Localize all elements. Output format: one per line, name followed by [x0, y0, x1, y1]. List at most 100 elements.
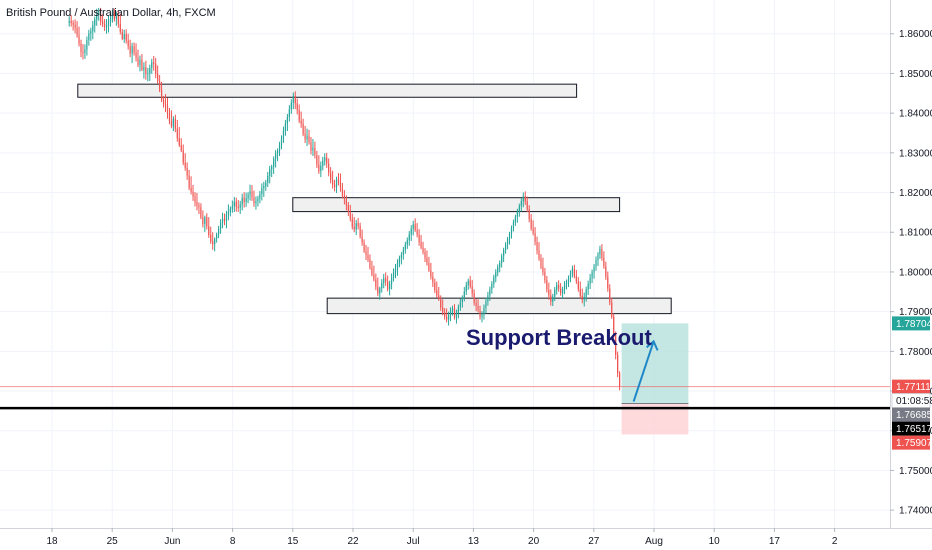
candle-body	[569, 273, 572, 279]
candle-body	[331, 180, 334, 185]
candle	[410, 225, 412, 241]
candle	[288, 105, 290, 122]
candle-body	[217, 228, 220, 235]
position-target-zone[interactable]	[621, 323, 689, 404]
x-tick-label: 13	[468, 536, 480, 547]
candle-body	[512, 222, 515, 228]
candle-body	[153, 62, 155, 64]
candle-body	[589, 277, 591, 284]
candle-body	[430, 270, 432, 277]
candle-body	[123, 34, 125, 39]
x-tick-label: 25	[107, 536, 119, 547]
candle	[178, 127, 180, 147]
candle-body	[88, 33, 90, 41]
candle-body	[367, 254, 369, 260]
candle	[349, 204, 351, 222]
candle-body	[208, 226, 210, 236]
candle	[514, 214, 517, 226]
candle	[438, 287, 440, 301]
candle	[495, 269, 497, 283]
candle-body	[109, 19, 112, 22]
candle-body	[510, 227, 513, 234]
candle-body	[420, 242, 422, 248]
candle	[245, 192, 247, 207]
candle-body	[339, 182, 342, 189]
candle-body	[284, 123, 287, 132]
candle-body	[426, 258, 428, 264]
candle-body	[618, 373, 621, 387]
candle	[121, 28, 123, 41]
candle	[119, 13, 121, 35]
lines-layer	[0, 386, 890, 410]
candle	[249, 184, 251, 201]
candle-body	[170, 121, 173, 127]
candle-body	[369, 259, 371, 268]
candle	[125, 29, 127, 44]
sr-zone[interactable]	[292, 197, 621, 213]
candle	[607, 271, 609, 292]
candle-body	[141, 59, 143, 70]
y-tick-label: 1.84000	[899, 109, 932, 120]
x-tick-label: Jul	[407, 536, 420, 547]
candle	[86, 36, 88, 56]
candle	[192, 184, 194, 201]
x-tick-label: 10	[709, 536, 721, 547]
candle	[408, 231, 410, 246]
candle	[188, 169, 190, 191]
candle	[418, 229, 420, 246]
price-tag-label: 1.75907	[896, 438, 932, 449]
candle	[589, 273, 591, 290]
candle-body	[117, 15, 119, 24]
candle-body	[349, 211, 351, 220]
candle	[78, 26, 80, 47]
candle-body	[105, 26, 108, 28]
candle-body	[591, 272, 593, 278]
sr-zone[interactable]	[77, 83, 578, 98]
candle-body	[497, 267, 499, 273]
candle-body	[330, 172, 332, 181]
candle	[70, 15, 72, 27]
y-tick-label: 1.78000	[899, 347, 932, 358]
candle-body	[489, 289, 491, 296]
candle-body	[276, 150, 279, 154]
candle-body	[518, 206, 520, 212]
candle	[534, 227, 536, 246]
candle	[524, 191, 526, 205]
candle	[176, 119, 178, 142]
candle-body	[274, 153, 277, 159]
candle-body	[304, 133, 306, 140]
candle	[282, 126, 285, 143]
candle-body	[383, 278, 385, 284]
candle	[170, 110, 173, 129]
candle-body	[583, 296, 585, 300]
candle	[347, 202, 349, 216]
candle	[404, 241, 406, 254]
candle	[379, 286, 381, 300]
candle-body	[157, 73, 159, 82]
candle	[308, 129, 310, 145]
candle	[383, 273, 385, 289]
candle	[504, 242, 507, 254]
candle-body	[159, 81, 161, 90]
time-axis[interactable]: 18 25 Jun 8 15 22 Jul 13 20 27 Aug 10 17 2	[46, 528, 838, 547]
candle-body	[160, 89, 163, 101]
candle	[475, 298, 477, 312]
candle-body	[491, 283, 493, 290]
candle-body	[151, 62, 153, 68]
candle	[129, 39, 131, 58]
candle-body	[605, 266, 607, 277]
candle-body	[440, 299, 442, 308]
candle-body	[544, 272, 546, 281]
candle-body	[508, 233, 511, 239]
sr-zone[interactable]	[326, 297, 672, 315]
candle-body	[298, 109, 300, 121]
candle	[528, 205, 530, 223]
candle	[353, 217, 355, 233]
candle	[131, 42, 133, 64]
candle-body	[72, 23, 74, 25]
candle-body	[353, 226, 355, 230]
candle	[477, 299, 479, 313]
candle-body	[119, 23, 121, 32]
